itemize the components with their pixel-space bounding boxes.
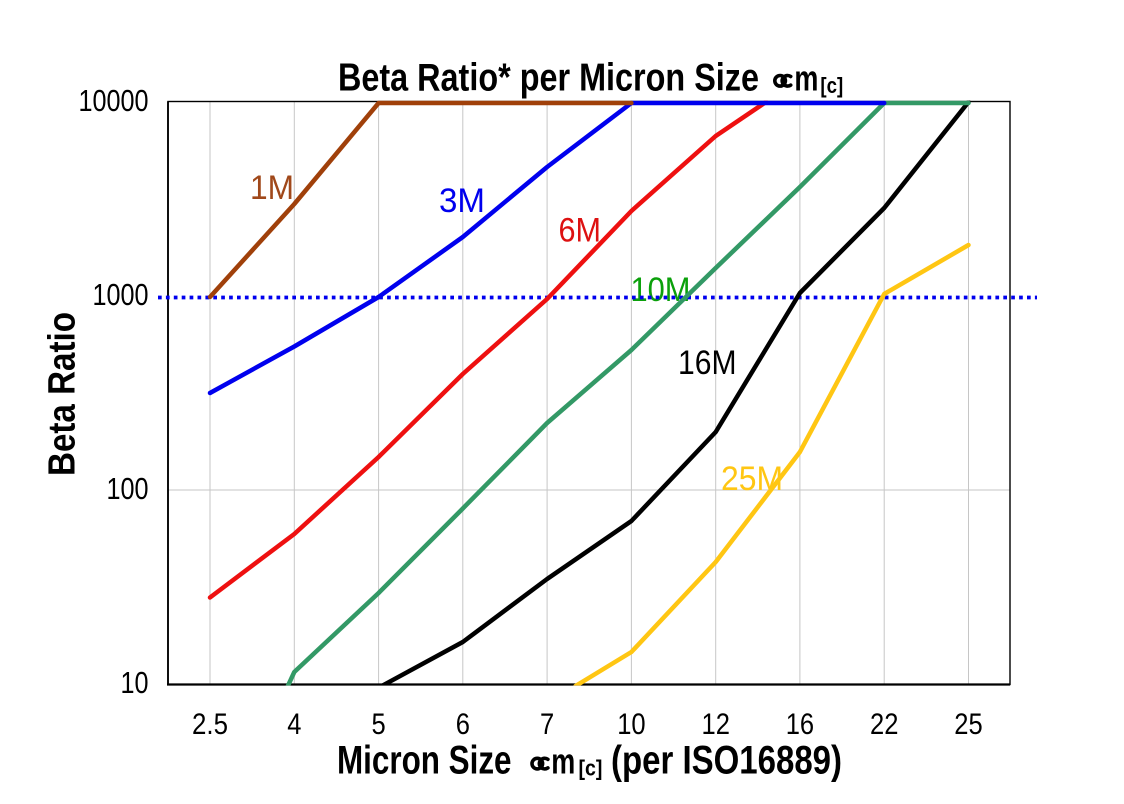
svg-text:Beta Ratio: Beta Ratio bbox=[42, 312, 84, 476]
svg-text:100: 100 bbox=[107, 471, 149, 506]
svg-text:6: 6 bbox=[456, 708, 470, 741]
svg-text:6M: 6M bbox=[559, 212, 602, 250]
svg-text:1M: 1M bbox=[250, 169, 294, 207]
svg-text:m: m bbox=[794, 58, 818, 99]
svg-text:25: 25 bbox=[954, 708, 982, 741]
svg-text:16: 16 bbox=[786, 708, 814, 741]
svg-text:22: 22 bbox=[870, 708, 898, 741]
svg-text:m: m bbox=[551, 741, 575, 782]
svg-text:4: 4 bbox=[287, 708, 301, 741]
svg-text:25M: 25M bbox=[721, 460, 783, 498]
svg-text:12: 12 bbox=[702, 708, 730, 741]
svg-text:[c]: [c] bbox=[820, 73, 843, 98]
svg-text:Micron Size: Micron Size bbox=[337, 739, 512, 783]
svg-text:10: 10 bbox=[617, 708, 645, 741]
svg-text:2.5: 2.5 bbox=[192, 708, 228, 741]
svg-text:10000: 10000 bbox=[79, 83, 149, 118]
svg-text:7: 7 bbox=[540, 708, 554, 741]
svg-text:5: 5 bbox=[372, 708, 386, 741]
svg-text:3M: 3M bbox=[439, 182, 485, 220]
svg-text:10: 10 bbox=[121, 665, 149, 700]
svg-text:(per ISO16889): (per ISO16889) bbox=[611, 739, 842, 783]
svg-text:16M: 16M bbox=[678, 344, 737, 382]
svg-text:[c]: [c] bbox=[579, 756, 603, 781]
svg-text:1000: 1000 bbox=[93, 277, 149, 312]
svg-text:Beta Ratio* per Micron Size: Beta Ratio* per Micron Size bbox=[338, 57, 759, 100]
